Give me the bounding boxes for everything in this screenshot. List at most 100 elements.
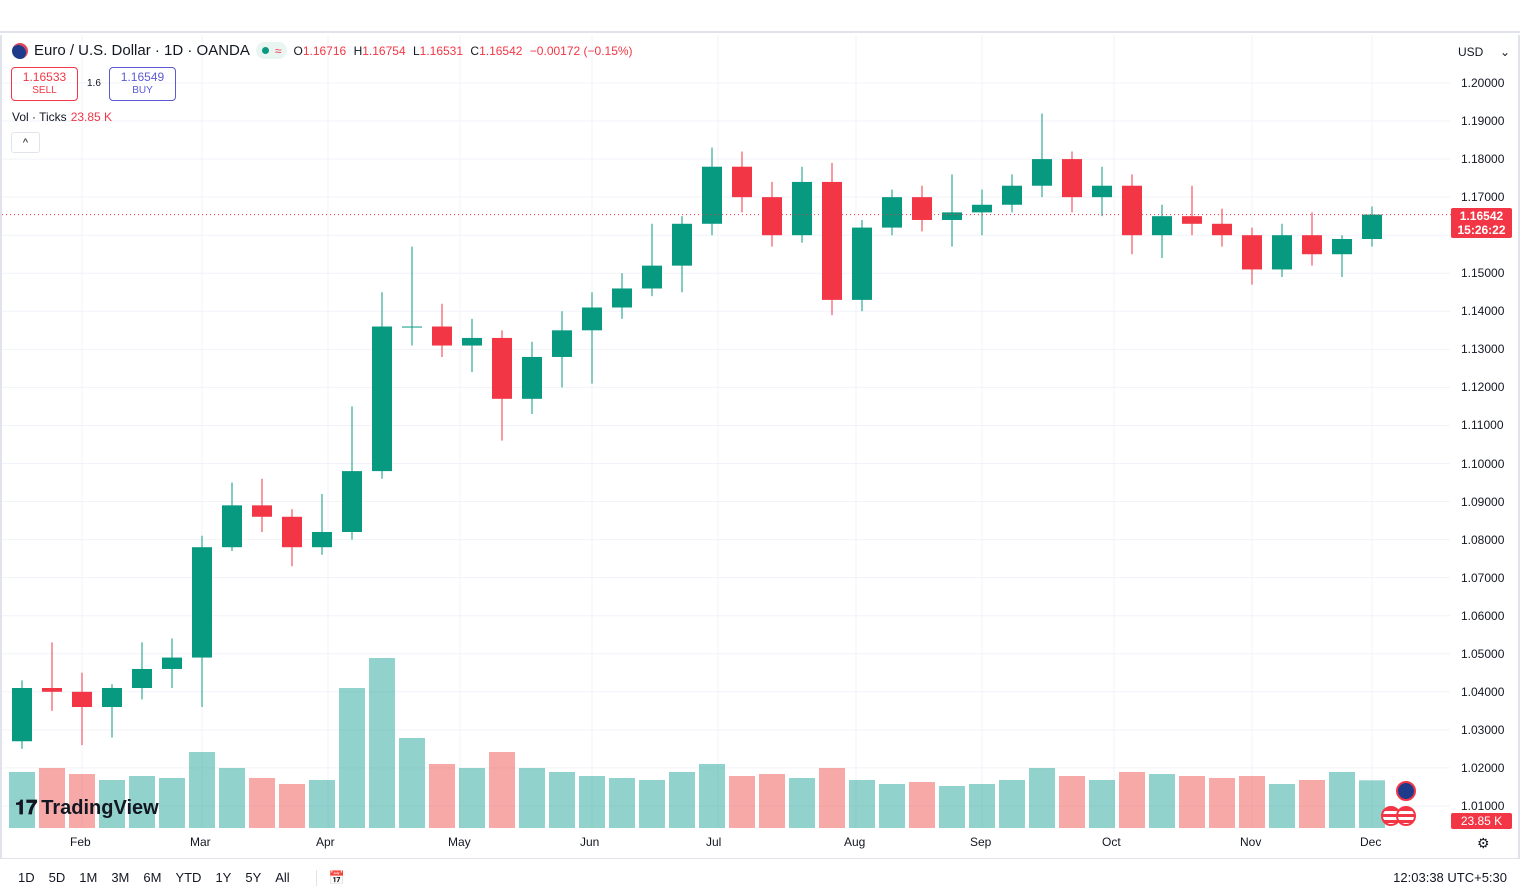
candle-body (282, 516, 302, 548)
volume-bar (969, 784, 995, 828)
range-button-6m[interactable]: 6M (143, 870, 162, 885)
candle-body (222, 505, 242, 548)
price-tick-label: 1.07000 (1461, 570, 1505, 585)
price-tick-label: 1.18000 (1461, 152, 1505, 167)
time-tick-label: Nov (1240, 835, 1262, 849)
candle-body (72, 691, 92, 708)
price-tick-label: 1.02000 (1461, 760, 1505, 775)
time-tick-label: Aug (844, 835, 866, 849)
settings-icon[interactable]: ⚙ (1477, 835, 1490, 851)
bottom-toolbar: 1D 5D 1M 3M 6M YTD 1Y 5Y All 📅 12:03:38 UTC+5:30 (0, 858, 1520, 896)
price-tick-label: 1.14000 (1461, 304, 1505, 319)
candle-body (312, 531, 332, 548)
candle-body (792, 181, 812, 236)
candle-body (972, 204, 992, 213)
price-tick-label: 1.09000 (1461, 494, 1505, 509)
volume-bar (159, 778, 185, 828)
market-status[interactable]: ≈ (255, 42, 288, 59)
volume-bar (399, 738, 425, 828)
range-button-5y[interactable]: 5Y (245, 870, 262, 885)
price-tick-label: 1.03000 (1461, 722, 1505, 737)
volume-bar (999, 780, 1025, 828)
candle-body (852, 227, 872, 300)
candle-body (1242, 235, 1262, 270)
delayed-data-icon: ≈ (274, 43, 282, 58)
price-tick-label: 1.11000 (1461, 418, 1504, 433)
volume-bar (699, 764, 725, 828)
volume-bar (489, 752, 515, 828)
range-button-3m[interactable]: 3M (111, 870, 130, 885)
collapse-legend-button[interactable]: ^ (11, 132, 40, 153)
range-button-1y[interactable]: 1Y (215, 870, 232, 885)
candle-body (132, 668, 152, 688)
volume-bar (819, 768, 845, 828)
price-change: −0.00172 (−0.15%) (529, 43, 633, 58)
candle-body (402, 326, 422, 328)
symbol-legend: Euro / U.S. Dollar · 1D · OANDA ≈ O1.167… (12, 42, 637, 59)
candle-body (912, 197, 932, 220)
market-open-dot-icon (261, 47, 269, 54)
volume-bar (9, 772, 35, 828)
candle-body (822, 181, 842, 300)
time-tick-label: Jun (580, 835, 600, 849)
candle-body (12, 687, 32, 742)
price-tick-label: 1.04000 (1461, 684, 1505, 699)
volume-bar (1029, 768, 1055, 828)
range-button-all[interactable]: All (275, 870, 290, 885)
time-tick-label: May (448, 835, 471, 849)
currency-select[interactable]: USD ⌄ (1454, 40, 1514, 64)
price-tick-label: 1.01000 (1461, 798, 1505, 813)
symbol-title[interactable]: Euro / U.S. Dollar · 1D · OANDA (34, 42, 250, 59)
volume-bar (279, 784, 305, 828)
candle-body (342, 471, 362, 532)
us-event-icon[interactable] (1396, 806, 1416, 826)
volume-bar (759, 774, 785, 828)
volume-bar (849, 780, 875, 828)
candle-body (372, 326, 392, 472)
spread: 1.6 (87, 78, 101, 89)
range-button-5d[interactable]: 5D (48, 870, 66, 885)
sell-button[interactable]: 1.16533 SELL (11, 67, 78, 101)
price-tick-label: 1.15000 (1461, 266, 1505, 281)
buy-button[interactable]: 1.16549 BUY (109, 67, 176, 101)
range-button-ytd[interactable]: YTD (175, 870, 202, 885)
volume-bar (429, 764, 455, 828)
volume-bar (789, 778, 815, 828)
candle-body (702, 166, 722, 224)
candle-body (1152, 216, 1172, 236)
candle-body (462, 337, 482, 346)
volume-bar (99, 780, 125, 828)
time-tick-label: Dec (1360, 835, 1382, 849)
volume-bar (639, 780, 665, 828)
candle-body (192, 547, 212, 658)
candle-body (1002, 185, 1022, 205)
volume-bar (729, 776, 755, 828)
volume-bar (1299, 780, 1325, 828)
candle-body (42, 687, 62, 692)
candle-body (1272, 235, 1292, 270)
volume-bar (1089, 780, 1115, 828)
chart-pane[interactable] (0, 35, 1520, 858)
range-button-1m[interactable]: 1M (79, 870, 98, 885)
clock[interactable]: 12:03:38 UTC+5:30 (1393, 870, 1507, 885)
candle-body (1092, 185, 1112, 198)
last-volume-label: 23.85 K (1451, 813, 1512, 829)
tradingview-logo[interactable]: 𝟏𝟕 TradingView (15, 797, 159, 819)
volume-bar (609, 778, 635, 828)
price-tick-label: 1.05000 (1461, 646, 1505, 661)
date-range-icon[interactable]: 📅 (315, 869, 345, 886)
volume-bar (1209, 778, 1235, 828)
candle-body (1212, 223, 1232, 236)
eu-event-icon[interactable] (1396, 781, 1416, 801)
volume-bar (1179, 776, 1205, 828)
candle-body (1362, 214, 1382, 240)
last-price-label: 1.16542 15:26:22 (1451, 208, 1512, 238)
candle-body (162, 657, 182, 669)
range-button-1d[interactable]: 1D (18, 870, 35, 885)
volume-legend: Vol · Ticks 23.85 K (12, 110, 113, 124)
volume-bar (309, 780, 335, 828)
candle-body (552, 330, 572, 357)
candle-body (1062, 159, 1082, 198)
candle-body (762, 197, 782, 236)
candlestick-chart[interactable] (2, 35, 1518, 858)
